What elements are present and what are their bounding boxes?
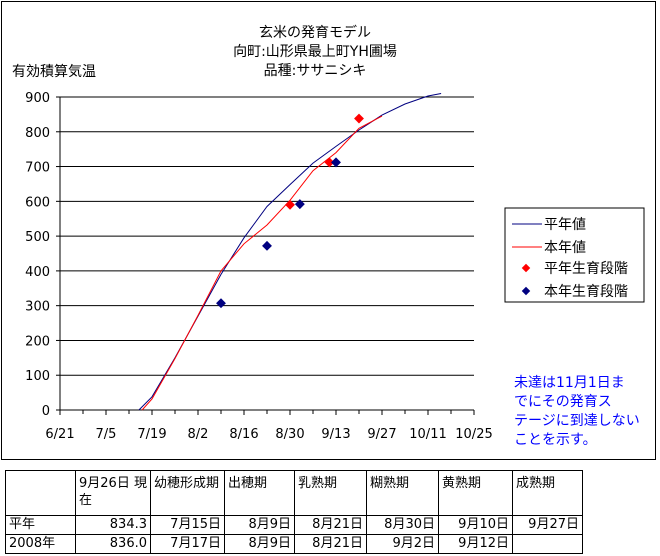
x-tick-label: 7/5 <box>96 427 117 442</box>
table-header-cell: 9月26日 現在 <box>75 470 151 516</box>
table-row-label: 平年 <box>5 515 76 535</box>
table-cell <box>512 534 583 554</box>
series-line-1 <box>141 115 383 411</box>
table-cell: 8月9日 <box>224 534 295 554</box>
stage-marker-2 <box>324 157 335 168</box>
stage-marker-2 <box>354 113 364 124</box>
y-tick-label: 900 <box>25 91 50 106</box>
table-cell: 8月30日 <box>366 515 439 535</box>
legend-label-heinen-stage: 平年生育段階 <box>544 261 628 277</box>
table-cell: 9月2日 <box>366 534 439 554</box>
y-tick-label: 800 <box>25 126 50 141</box>
legend: 平年値 本年値 平年生育段階 本年生育段階 <box>504 207 645 303</box>
x-tick-label: 8/2 <box>188 427 209 442</box>
y-tick-label: 200 <box>25 334 50 349</box>
note-line-2: でにその発育ス <box>514 394 612 410</box>
table-header-row: 9月26日 現在 幼穂形成期 出穂期 乳熟期 糊熟期 黄熟期 成熟期 <box>5 470 583 516</box>
x-tick-label: 9/27 <box>367 427 396 442</box>
table-header-cell: 幼穂形成期 <box>150 470 225 516</box>
table-cell: 9月27日 <box>512 515 583 535</box>
y-axis-label: 有効積算気温 <box>12 64 96 80</box>
chart-title-line-2: 向町:山形県最上町YH圃場 <box>233 44 397 60</box>
legend-marker-heinen-stage <box>521 263 531 273</box>
x-tick-label: 9/13 <box>321 427 350 442</box>
legend-label-heinen: 平年値 <box>544 217 586 233</box>
legend-label-honnen-stage: 本年生育段階 <box>544 284 628 300</box>
chart-area: 玄米の発育モデル 向町:山形県最上町YH圃場 品種:ササニシキ 有効積算気温 0… <box>1 1 656 460</box>
chart-svg: 玄米の発育モデル 向町:山形県最上町YH圃場 品種:ササニシキ 有効積算気温 0… <box>12 24 645 448</box>
table-header-cell: 乳熟期 <box>294 470 367 516</box>
table-row: 2008年 836.0 7月17日 8月9日 8月21日 9月2日 9月12日 <box>5 534 583 554</box>
y-tick-label: 600 <box>25 195 50 210</box>
x-tick-label: 8/30 <box>275 427 304 442</box>
table-header-cell <box>5 470 76 516</box>
y-tick-label: 700 <box>25 161 50 176</box>
table-header-cell: 黄熟期 <box>438 470 513 516</box>
stage-marker-2 <box>285 199 295 210</box>
series-line-0 <box>138 93 442 411</box>
table-row-label: 2008年 <box>5 534 76 554</box>
plot-layer: 0 100 200 300 400 500 600 700 800 900 6/21 7/5 7/19 8… <box>25 91 493 442</box>
note-line-3: テージに到達しない <box>514 413 640 429</box>
x-tick-label: 8/16 <box>229 427 258 442</box>
chart-title-line-3: 品種:ササニシキ <box>264 63 367 79</box>
table-cell: 834.3 <box>75 515 151 535</box>
stage-marker-3 <box>262 240 272 251</box>
note: 未達は11月1日ま でにその発育ス テージに到達しない ことを示す。 <box>514 375 640 448</box>
y-tick-label: 500 <box>25 230 50 245</box>
x-tick-label: 7/19 <box>137 427 166 442</box>
table-row: 平年 834.3 7月15日 8月9日 8月21日 8月30日 9月10日 9月… <box>5 515 583 535</box>
y-tick-label: 100 <box>25 369 50 384</box>
table-cell: 7月17日 <box>150 534 225 554</box>
x-tick-label: 10/25 <box>455 427 492 442</box>
chart-title-line-1: 玄米の発育モデル <box>259 24 371 41</box>
x-tick-label: 10/11 <box>409 427 446 442</box>
y-tick-label: 300 <box>25 300 50 315</box>
note-line-4: ことを示す。 <box>514 432 597 448</box>
y-tick-label: 400 <box>25 265 50 280</box>
note-line-1: 未達は11月1日ま <box>514 375 625 391</box>
y-tick-label: 0 <box>42 404 50 419</box>
table-header-cell: 糊熟期 <box>366 470 439 516</box>
legend-marker-honnen-stage <box>521 286 531 296</box>
stage-table: 9月26日 現在 幼穂形成期 出穂期 乳熟期 糊熟期 黄熟期 成熟期 平年 83… <box>5 470 583 554</box>
legend-label-honnen: 本年値 <box>544 240 586 256</box>
x-tick-label: 6/21 <box>45 427 74 442</box>
table-cell: 9月12日 <box>438 534 513 554</box>
table-cell: 9月10日 <box>438 515 513 535</box>
table-cell: 8月21日 <box>294 515 367 535</box>
table-cell: 836.0 <box>75 534 151 554</box>
table-header-cell: 成熟期 <box>512 470 583 516</box>
table-cell: 8月9日 <box>224 515 295 535</box>
table-cell: 7月15日 <box>150 515 225 535</box>
table-header-cell: 出穂期 <box>224 470 295 516</box>
table-cell: 8月21日 <box>294 534 367 554</box>
stage-marker-3 <box>294 199 305 210</box>
stage-marker-3 <box>331 157 341 168</box>
stage-marker-3 <box>216 298 226 309</box>
